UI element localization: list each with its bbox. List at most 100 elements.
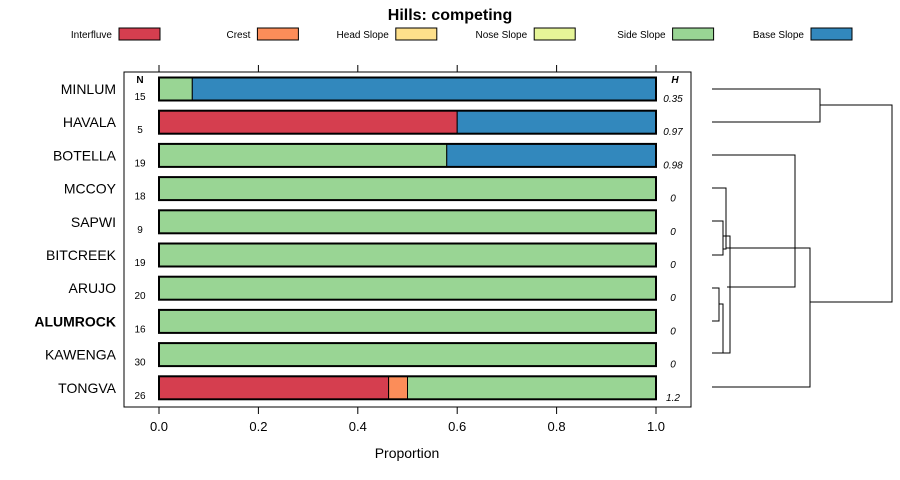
legend-swatch-head-slope <box>395 27 438 41</box>
axis-ticks <box>158 65 657 72</box>
legend: Interfluve Crest Head Slope Nose Slope Side … <box>71 27 853 41</box>
h-header: H <box>671 75 679 86</box>
row-minlum: MINLUM 15 0.35 <box>61 76 683 105</box>
n-value: 30 <box>134 358 146 369</box>
bar-outline <box>158 242 657 268</box>
chart-title: Hills: competing <box>388 7 512 24</box>
dendrogram-branch-8 <box>712 247 811 388</box>
category-label: KAWENGA <box>45 347 117 363</box>
n-value: 9 <box>137 225 143 236</box>
legend-swatch-base-slope <box>810 27 853 41</box>
bar-segment-interfluve <box>158 375 390 400</box>
n-header: N <box>136 75 143 86</box>
n-value: 16 <box>134 324 146 335</box>
bar-outline <box>158 142 657 168</box>
bar-outline <box>158 109 657 135</box>
bar-outline <box>158 209 657 235</box>
dendrogram-branch-1 <box>810 104 893 303</box>
dendrogram-branch-3 <box>712 187 727 250</box>
h-value: 0 <box>670 194 676 205</box>
category-label: MINLUM <box>61 81 116 97</box>
legend-swatch-nose-slope <box>533 27 576 41</box>
plot-frame <box>123 71 692 408</box>
dendrogram-branch-0 <box>712 88 821 123</box>
dendrogram <box>712 88 893 388</box>
n-value: 15 <box>134 92 146 103</box>
category-label: SAPWI <box>71 214 116 230</box>
bar-segment-base-slope <box>446 143 657 168</box>
category-label: HAVALA <box>63 114 117 130</box>
bar-outline <box>158 342 657 368</box>
bar-segment-side-slope <box>407 375 657 400</box>
category-label: ARUJO <box>69 280 117 296</box>
x-tick-label: 0.4 <box>349 419 367 434</box>
n-value: 5 <box>137 125 143 136</box>
dendrogram-branch-5 <box>712 235 731 354</box>
bar-outline <box>158 375 657 401</box>
bar-segment-crest <box>388 375 409 400</box>
row-tongva: TONGVA 26 1.2 <box>58 375 680 404</box>
dendrogram-branch-4 <box>712 220 724 256</box>
x-tick-label: 1.0 <box>647 419 665 434</box>
row-mccoy: MCCOY 18 0 <box>64 176 676 205</box>
h-value: 1.2 <box>666 393 680 404</box>
category-label: MCCOY <box>64 181 117 197</box>
x-axis-label: Proportion <box>375 445 440 461</box>
category-label: BOTELLA <box>53 147 117 163</box>
n-value: 20 <box>134 291 146 302</box>
h-value: 0 <box>670 260 676 271</box>
x-tick-label: 0.0 <box>150 419 168 434</box>
legend-label-interfluve: Interfluve <box>71 30 113 41</box>
bar-segment-base-slope <box>456 110 657 135</box>
bar-segment-side-slope <box>158 77 193 101</box>
x-tick-label: 0.8 <box>548 419 566 434</box>
bar-segment-side-slope <box>158 276 657 301</box>
bar-outline <box>158 76 657 102</box>
dendrogram-branch-6 <box>712 287 720 322</box>
x-tick-label: 0.2 <box>249 419 267 434</box>
bar-segment-interfluve <box>158 110 458 135</box>
h-value: 0 <box>670 326 676 337</box>
bar-rows: MINLUM 15 0.35 HAVALA 5 0.97 BOTELLA 19 0.98 MCCO… <box>34 76 683 404</box>
h-value: 0 <box>670 293 676 304</box>
row-alumrock: ALUMROCK 16 0 <box>34 308 676 337</box>
n-value: 18 <box>134 192 146 203</box>
bar-outline <box>158 176 657 202</box>
legend-swatch-crest <box>256 27 299 41</box>
legend-swatch-side-slope <box>672 27 715 41</box>
row-arujo: ARUJO 20 0 <box>69 275 676 304</box>
n-value: 26 <box>134 391 146 402</box>
category-label: TONGVA <box>58 380 116 396</box>
legend-label-crest: Crest <box>226 30 250 41</box>
h-value: 0 <box>670 227 676 238</box>
x-tick-label: 0.6 <box>448 419 466 434</box>
bar-outline <box>158 308 657 334</box>
bar-segment-side-slope <box>158 209 657 234</box>
row-botella: BOTELLA 19 0.98 <box>53 142 683 171</box>
h-value: 0 <box>670 360 676 371</box>
legend-label-nose-slope: Nose Slope <box>475 30 527 41</box>
row-sapwi: SAPWI 9 0 <box>71 209 676 238</box>
legend-label-head-slope: Head Slope <box>337 30 390 41</box>
bar-outline <box>158 275 657 301</box>
bar-segment-side-slope <box>158 243 657 267</box>
bar-segment-side-slope <box>158 309 657 334</box>
bar-segment-base-slope <box>191 77 657 101</box>
x-axis: 0.0 0.2 0.4 0.6 0.8 1.0 <box>150 407 665 434</box>
n-value: 19 <box>134 158 146 169</box>
legend-swatch-interfluve <box>118 27 161 41</box>
row-kawenga: KAWENGA 30 0 <box>45 342 676 371</box>
bar-segment-side-slope <box>158 342 657 367</box>
dendrogram-branch-2 <box>712 154 796 288</box>
row-bitcreek: BITCREEK 19 0 <box>46 242 676 271</box>
legend-label-base-slope: Base Slope <box>753 30 805 41</box>
h-value: 0.98 <box>663 160 683 171</box>
dendrogram-branch-7 <box>719 303 724 353</box>
n-value: 19 <box>134 258 146 269</box>
bar-segment-side-slope <box>158 143 448 168</box>
bar-segment-side-slope <box>158 176 657 201</box>
h-value: 0.97 <box>663 127 683 138</box>
category-label: ALUMROCK <box>34 313 116 329</box>
h-value: 0.35 <box>663 94 683 105</box>
